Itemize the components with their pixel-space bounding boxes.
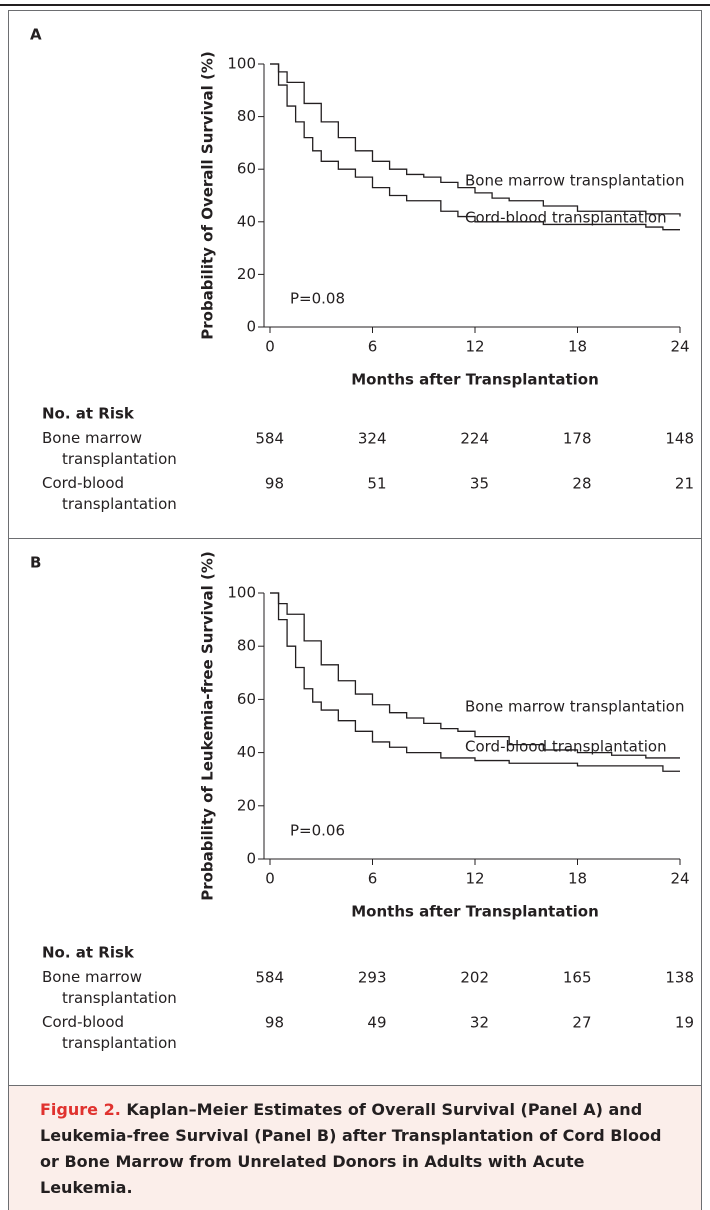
panel-label: A <box>30 26 42 44</box>
risk-title: No. at Risk <box>42 405 135 423</box>
curve-label: Cord-blood transplantation <box>465 738 667 756</box>
p-value: P=0.06 <box>290 822 345 840</box>
risk-count: 138 <box>665 969 694 987</box>
x-tick-label: 0 <box>265 870 275 888</box>
survival-curve <box>270 592 680 772</box>
risk-title: No. at Risk <box>42 944 135 962</box>
x-tick-label: 6 <box>368 870 378 888</box>
risk-count: 224 <box>460 430 489 448</box>
p-value: P=0.08 <box>290 290 345 308</box>
y-tick-label: 100 <box>227 584 256 602</box>
risk-count: 51 <box>367 475 386 493</box>
x-tick-label: 24 <box>670 338 689 356</box>
x-axis-title: Months after Transplantation <box>351 371 599 389</box>
x-tick-label: 0 <box>265 338 275 356</box>
y-tick-label: 40 <box>237 212 256 230</box>
risk-count: 35 <box>470 475 489 493</box>
caption-box <box>8 1085 702 1210</box>
risk-count: 584 <box>255 430 284 448</box>
caption-text: Kaplan–Meier Estimates of Overall Surviv… <box>40 1100 662 1197</box>
panel-label: B <box>30 554 41 572</box>
caption: Figure 2. Kaplan–Meier Estimates of Over… <box>40 1097 680 1201</box>
risk-count: 178 <box>563 430 592 448</box>
y-tick-label: 80 <box>237 637 256 655</box>
curve-label: Cord-blood transplantation <box>465 209 667 227</box>
x-tick-label: 18 <box>568 338 587 356</box>
caption-label: Figure 2. <box>40 1100 121 1119</box>
y-axis-title: Probability of Leukemia-free Survival (%… <box>199 551 217 901</box>
risk-count: 21 <box>675 475 694 493</box>
risk-count: 293 <box>358 969 387 987</box>
y-tick-label: 80 <box>237 107 256 125</box>
risk-count: 324 <box>358 430 387 448</box>
risk-count: 148 <box>665 430 694 448</box>
y-tick-label: 60 <box>237 160 256 178</box>
risk-count: 98 <box>265 475 284 493</box>
curve-label: Bone marrow transplantation <box>465 172 685 190</box>
risk-count: 98 <box>265 1014 284 1032</box>
panel-box <box>8 538 702 1086</box>
x-tick-label: 12 <box>465 870 484 888</box>
risk-row-label: Cord-blood transplantation <box>42 1013 177 1052</box>
survival-curve <box>270 592 680 759</box>
y-tick-label: 0 <box>246 318 256 336</box>
y-axis-title: Probability of Overall Survival (%) <box>199 51 217 339</box>
survival-curve <box>270 63 681 217</box>
y-tick-label: 0 <box>246 850 256 868</box>
risk-count: 49 <box>367 1014 386 1032</box>
survival-curve <box>270 63 680 231</box>
y-tick-label: 20 <box>237 265 256 283</box>
risk-row-label: Bone marrow transplantation <box>42 429 177 468</box>
y-tick-label: 100 <box>227 55 256 73</box>
risk-row-label: Cord-blood transplantation <box>42 474 177 513</box>
risk-count: 165 <box>563 969 592 987</box>
risk-count: 32 <box>470 1014 489 1032</box>
risk-count: 19 <box>675 1014 694 1032</box>
x-tick-label: 12 <box>465 338 484 356</box>
y-tick-label: 20 <box>237 796 256 814</box>
y-tick-label: 40 <box>237 743 256 761</box>
curve-label: Bone marrow transplantation <box>465 698 685 716</box>
x-tick-label: 6 <box>368 338 378 356</box>
x-tick-label: 24 <box>670 870 689 888</box>
x-axis-title: Months after Transplantation <box>351 903 599 921</box>
x-tick-label: 18 <box>568 870 587 888</box>
risk-count: 584 <box>255 969 284 987</box>
risk-count: 28 <box>572 475 591 493</box>
risk-count: 27 <box>572 1014 591 1032</box>
risk-row-label: Bone marrow transplantation <box>42 968 177 1007</box>
risk-count: 202 <box>460 969 489 987</box>
y-tick-label: 60 <box>237 690 256 708</box>
